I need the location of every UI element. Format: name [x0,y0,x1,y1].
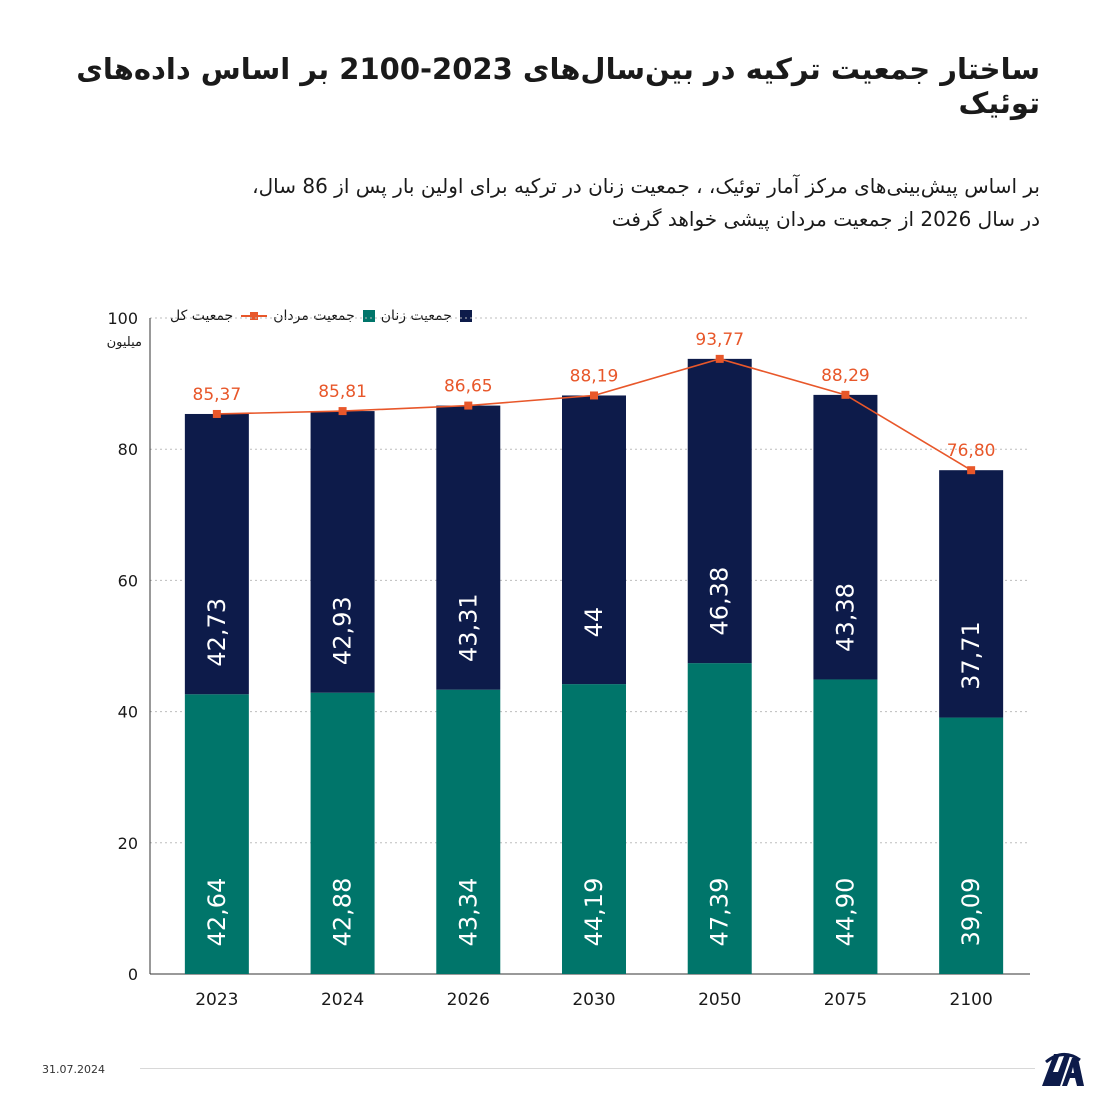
total-value-label: 93,77 [695,330,744,350]
bar-women-value-label: 42,93 [329,596,357,665]
legend-total: جمعیت کل [170,308,268,324]
bar-men-value-label: 43,34 [454,878,482,947]
legend: جمعیت زنان جمعیت مردان جمعیت کل [170,304,472,328]
bar-women [184,413,249,695]
bar-men [813,679,878,974]
y-tick-label: 100 [107,309,138,328]
bar-women-value-label: 46,38 [706,567,734,636]
bar-women-value-label: 42,73 [203,598,231,667]
bar-women [310,411,375,693]
bar-women-value-label: 43,38 [831,583,859,652]
bar-women [813,394,878,680]
x-tick-label: 2100 [950,990,993,1010]
bar-men [687,663,752,974]
bar-men [436,689,501,974]
bar-men-value-label: 47,39 [706,878,734,947]
legend-total-swatch [241,310,268,322]
bar-men-value-label: 44,90 [831,878,859,947]
bar-women-value-label: 37,71 [957,621,985,690]
y-tick-label: 80 [118,440,138,459]
y-tick-label: 60 [118,571,138,590]
y-axis-unit-label: میلیون [107,335,142,350]
total-value-label: 88,29 [821,366,870,386]
bar-men-value-label: 39,09 [957,878,985,947]
y-tick-label: 0 [128,965,138,984]
bar-women-value-label: 44 [580,607,608,638]
bar-women [562,395,626,685]
x-tick-label: 2030 [572,990,615,1010]
bar-men-value-label: 44,19 [580,878,608,947]
footer-divider [140,1068,1035,1069]
bar-women [687,358,752,664]
x-tick-label: 2023 [195,990,238,1010]
x-tick-label: 2026 [447,990,490,1010]
subtitle-line-1: بر اساس پیش‌بینی‌های مرکز آمار توئیک، ، … [252,174,1040,198]
total-value-label: 85,37 [193,385,242,405]
x-tick-label: 2075 [824,990,867,1010]
legend-women-swatch [459,310,472,322]
footer-date: 31.07.2024 [42,1063,105,1076]
legend-men: جمعیت مردان [273,308,375,324]
total-point [967,466,976,475]
y-tick-label: 40 [118,703,138,722]
bar-men [310,692,375,974]
total-value-label: 85,81 [318,382,367,402]
legend-men-swatch [362,310,375,322]
chart-title: ساختار جمعیت ترکیه در بین‌سال‌های 2023-2… [76,52,1040,120]
total-value-label: 88,19 [570,366,619,386]
total-value-label: 86,65 [444,377,493,397]
x-tick-label: 2024 [321,990,364,1010]
bar-men [939,717,1004,974]
bar-men [562,684,626,974]
total-point [841,390,850,399]
agency-logo-icon [1042,1053,1084,1086]
total-point [464,401,473,410]
total-point [212,409,221,418]
y-tick-label: 20 [118,834,138,853]
total-value-label: 76,80 [947,441,996,461]
chart-subtitle: بر اساس پیش‌بینی‌های مرکز آمار توئیک، ، … [60,170,1040,236]
legend-women: جمعیت زنان [381,308,472,324]
legend-total-label: جمعیت کل [170,308,234,324]
legend-men-label: جمعیت مردان [273,308,355,324]
bar-women-value-label: 43,31 [454,593,482,662]
total-point [590,391,598,400]
total-point [338,407,347,416]
bar-men [184,694,249,974]
bar-women [939,470,1004,718]
bar-men-value-label: 42,64 [203,878,231,947]
subtitle-line-2: در سال 2026 از جمعیت مردان پیشی خواهد گر… [611,207,1040,231]
bar-men-value-label: 42,88 [329,878,357,947]
legend-women-label: جمعیت زنان [380,308,452,324]
bar-women [436,405,501,690]
total-point [715,354,724,363]
x-tick-label: 2050 [698,990,741,1010]
